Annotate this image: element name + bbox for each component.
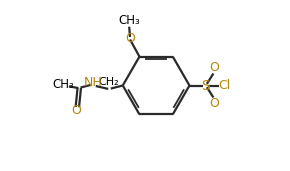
Text: CH₃: CH₃ (118, 14, 140, 27)
Text: S: S (201, 78, 210, 93)
Text: O: O (125, 32, 135, 45)
Text: CH₃: CH₃ (52, 78, 74, 91)
Text: NH: NH (84, 76, 102, 89)
Text: Cl: Cl (218, 79, 230, 92)
Text: CH₂: CH₂ (99, 77, 119, 87)
Text: O: O (210, 61, 220, 74)
Text: O: O (72, 104, 81, 117)
Text: O: O (210, 97, 220, 110)
